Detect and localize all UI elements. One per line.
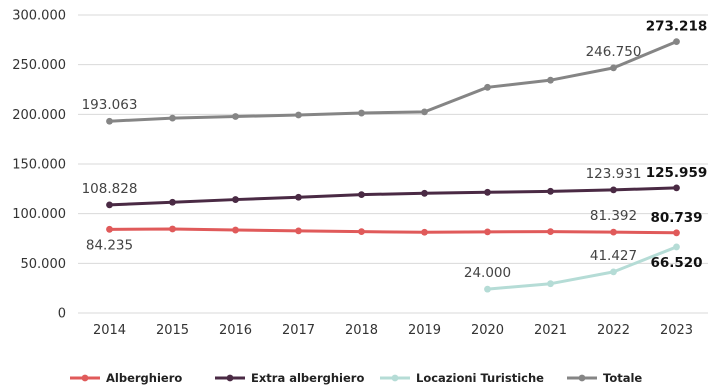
series-line [108,40,678,123]
data-point [547,76,554,84]
data-point [673,243,680,251]
data-point [610,64,617,72]
legend-marker [81,374,89,382]
legend-marker [226,374,234,382]
y-tick-label: 100.000 [12,207,66,222]
data-point [358,109,365,117]
data-point [484,188,491,196]
data-point [232,113,239,120]
data-labels: 84.235 81.392 80.739 108.828 123.931 125.959 2… [82,19,708,282]
series-locazioni-turistiche [484,243,680,293]
x-tick-label: 2014 [93,323,126,338]
data-point [358,191,365,198]
y-tick-label: 200.000 [12,108,66,123]
data-label: 24.000 [464,265,511,281]
legend-item-locazioni-turistiche: Locazioni Turistiche [380,371,544,385]
series-lines [106,38,680,293]
data-point [295,193,302,201]
series-line [108,227,678,235]
x-tick-label: 2015 [156,323,189,338]
data-point [106,117,113,125]
data-point [484,228,491,236]
data-point [484,83,491,91]
legend-item-totale: Totale [567,371,642,385]
x-tick-label: 2016 [219,323,252,338]
series-totale [106,38,680,125]
y-tick-label: 50.000 [21,257,67,272]
data-label: 125.959 [646,165,708,181]
data-label: 123.931 [586,166,642,182]
data-label: 80.739 [650,210,702,226]
data-point [358,228,365,236]
data-label: 193.063 [82,97,138,113]
y-tick-label: 250.000 [12,58,66,73]
data-point [610,186,617,194]
y-tick-label: 300.000 [12,9,66,24]
legend-marker [578,374,586,382]
data-point [295,111,302,119]
x-axis-tick-labels: 2014 2015 2016 2017 2018 2019 2020 2021 2022 2023 [93,323,693,338]
legend-marker [391,374,399,382]
data-point [169,114,176,122]
data-label: 41.427 [590,248,637,264]
gridlines [78,14,708,314]
data-point [673,229,680,237]
y-axis-tick-labels: 0 50.000 100.000 150.000 200.000 250.000 300.0… [12,9,66,322]
data-point [610,228,617,236]
data-label: 84.235 [86,237,133,253]
data-point [673,184,680,192]
data-point [232,226,239,234]
data-point [295,227,302,235]
series-alberghiero [106,225,680,237]
series-line [108,186,678,207]
data-point [547,187,554,195]
data-point [484,285,491,293]
x-tick-label: 2022 [597,323,630,338]
data-label: 246.750 [586,44,642,60]
legend-label: Totale [603,371,642,385]
data-point [106,201,113,209]
data-point [610,268,617,276]
data-label: 81.392 [590,208,637,224]
data-point [169,225,176,233]
data-point [421,189,428,197]
series-line [486,245,678,291]
data-label: 66.520 [650,255,702,271]
data-point [106,225,113,233]
data-label: 108.828 [82,181,138,197]
data-point [547,280,554,288]
legend: Alberghiero Extra alberghiero Locazioni Tu… [70,371,642,385]
legend-label: Locazioni Turistiche [416,371,544,385]
x-tick-label: 2019 [408,323,441,338]
x-tick-label: 2021 [534,323,567,338]
data-label: 273.218 [646,19,708,35]
data-point [421,228,428,236]
legend-label: Extra alberghiero [251,371,364,385]
data-point [169,198,176,206]
y-tick-label: 150.000 [12,158,66,173]
data-point [421,108,428,116]
legend-item-extra-alberghiero: Extra alberghiero [215,371,364,385]
data-point [673,38,680,46]
data-point [547,228,554,236]
data-point [232,196,239,203]
series-extra-alberghiero [106,184,680,209]
x-tick-label: 2018 [345,323,378,338]
x-tick-label: 2017 [282,323,315,338]
legend-label: Alberghiero [106,371,182,385]
x-tick-label: 2020 [471,323,504,338]
x-tick-label: 2023 [660,323,693,338]
legend-item-alberghiero: Alberghiero [70,371,182,385]
y-tick-label: 0 [58,307,66,322]
